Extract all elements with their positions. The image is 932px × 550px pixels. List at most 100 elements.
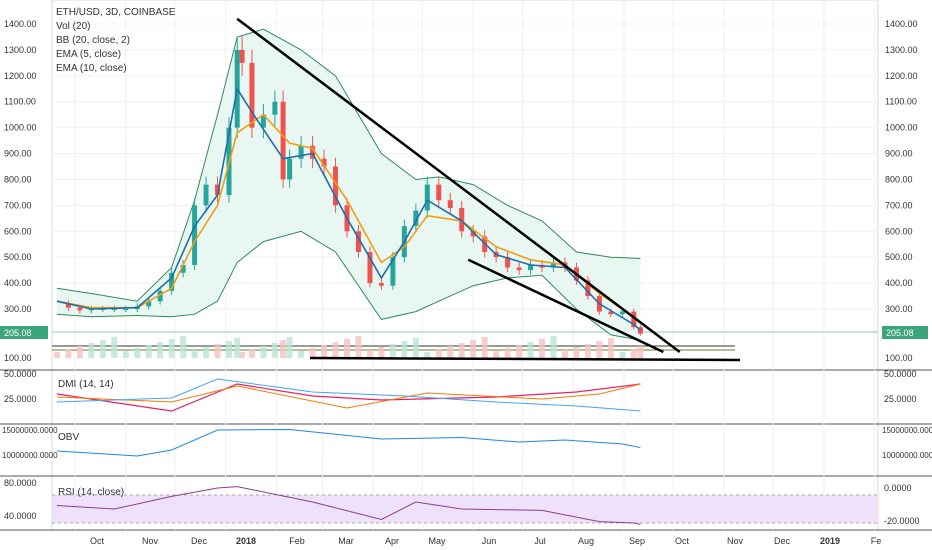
volume-bar	[516, 345, 523, 358]
volume-bar	[168, 339, 175, 358]
volume-bar	[561, 350, 568, 358]
time-tick: Jul	[534, 536, 546, 546]
volume-bar	[637, 346, 644, 358]
obv-tick-left: 15000000.0000	[2, 426, 58, 435]
last-price-badge	[882, 326, 928, 339]
volume-bar	[157, 342, 164, 358]
obv-tick-left: 10000000.0000	[2, 451, 58, 460]
candle-body	[310, 145, 316, 159]
candle-body	[203, 184, 209, 206]
candle-body	[637, 327, 643, 334]
indicator-vol[interactable]: Vol (20)	[56, 21, 91, 32]
volume-bar	[180, 336, 187, 358]
volume-bar	[309, 348, 316, 358]
ema10-line	[56, 113, 641, 324]
price-tick-right: 400.00	[885, 278, 913, 288]
time-tick: Sep	[629, 536, 645, 546]
price-tick-right: 600.00	[885, 226, 913, 236]
volume-bar	[619, 352, 626, 358]
volume-bar	[99, 340, 106, 358]
descending-trendline	[236, 17, 681, 353]
candle-body	[146, 301, 152, 307]
rsi-line	[56, 486, 641, 525]
chart-legend: ETH/USD, 3D, COINBASE Vol (20) BB (20, c…	[56, 6, 175, 76]
candle-body	[413, 210, 419, 227]
time-tick: 2019	[820, 536, 840, 546]
volume-bar	[344, 339, 350, 358]
time-tick: Aug	[578, 536, 594, 546]
price-tick-left: 800.00	[4, 174, 32, 184]
ema-lines	[56, 86, 641, 331]
time-tick: Feb	[289, 536, 305, 546]
volume-bar	[435, 349, 442, 358]
time-tick: Apr	[385, 536, 399, 546]
price-tick-right: 1200.00	[885, 71, 918, 81]
candle-body	[367, 251, 373, 284]
volume-bar	[412, 338, 419, 358]
volume-bar	[504, 348, 511, 358]
dmi-pane-label[interactable]: DMI (14, 14)	[58, 379, 114, 390]
volume-bar	[286, 337, 293, 358]
candle-body	[298, 145, 304, 159]
bb-upper-line	[56, 28, 641, 302]
price-tick-right: 500.00	[885, 252, 913, 262]
bb-fill	[56, 29, 641, 341]
volume-bar	[481, 337, 488, 358]
price-tick-right: 900.00	[885, 149, 913, 159]
volume-bar	[401, 341, 408, 358]
rsi-tick-right: -20.0000	[884, 516, 920, 526]
obv-pane-label[interactable]: OBV	[58, 432, 80, 443]
candle-body	[585, 280, 591, 297]
dmi-tick-right: 50.0000	[884, 369, 917, 379]
rsi-pane-label[interactable]: RSI (14, close)	[58, 487, 125, 498]
candle-body	[111, 308, 117, 310]
volume-bar	[447, 346, 454, 358]
price-tick-right: 800.00	[885, 174, 913, 184]
candle-body	[378, 283, 384, 286]
volume-bar	[596, 341, 603, 358]
candle-body	[333, 166, 339, 206]
candle-body	[192, 205, 198, 265]
time-tick: Fe	[871, 536, 882, 546]
volume-bar	[332, 342, 339, 358]
time-tick: Oct	[90, 536, 105, 546]
candle-body	[528, 264, 534, 271]
time-tick: Nov	[142, 536, 159, 546]
axes: 1400.00 1400.00 1300.00 1300.00 1200.00 1200.…	[0, 19, 932, 546]
candle-body	[631, 311, 637, 328]
volume-bar	[122, 351, 129, 358]
candle-body	[272, 101, 278, 115]
price-tick-left: 1000.00	[4, 123, 37, 133]
price-tick-left: 500.00	[4, 252, 32, 262]
price-tick-right: 700.00	[885, 200, 913, 210]
indicator-panes	[52, 378, 878, 525]
trendlines[interactable]	[236, 17, 741, 362]
time-tick: Dec	[191, 536, 208, 546]
volume-bar	[271, 343, 278, 358]
time-tick: Dec	[774, 536, 791, 546]
candle-body	[100, 308, 106, 310]
rsi-tick-left: 80.0000	[4, 478, 37, 488]
candle-body	[123, 308, 129, 310]
horizontal-support-line	[309, 356, 741, 362]
volume-bar	[389, 344, 396, 358]
volume-bar	[234, 338, 241, 358]
indicator-ema10[interactable]: EMA (10, close)	[56, 63, 127, 74]
candle-body	[280, 101, 286, 180]
volume-bar	[607, 338, 614, 358]
indicator-ema5[interactable]: EMA (5, close)	[56, 49, 122, 60]
indicator-bb[interactable]: BB (20, close, 2)	[56, 35, 130, 46]
price-tick-left: 1400.00	[4, 19, 37, 29]
volume-bar	[424, 352, 431, 358]
time-tick: 2018	[236, 536, 256, 546]
rsi-tick-right: 0.0000	[884, 483, 912, 493]
price-tick-left: 1100.00	[4, 97, 36, 107]
dmi-tick-left: 25.0000	[4, 394, 37, 404]
volume-bar	[539, 339, 546, 358]
price-tick-left: 700.00	[4, 200, 32, 210]
rsi-tick-left: 40.0000	[4, 511, 37, 521]
volume-bar	[630, 349, 637, 358]
volume-bar	[191, 350, 198, 358]
volume-bar	[65, 349, 72, 358]
